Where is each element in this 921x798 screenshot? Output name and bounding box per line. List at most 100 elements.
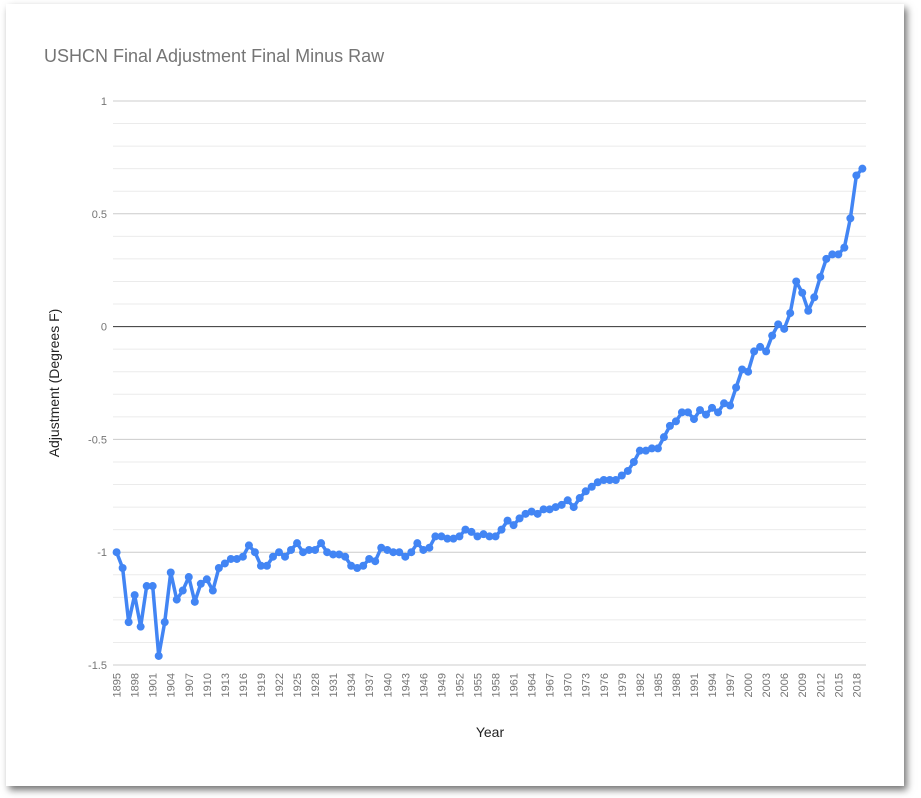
data-point [671,417,680,426]
data-point [419,545,428,554]
data-point [503,516,512,525]
x-tick-label: 1934 [346,673,358,697]
x-tick-label: 1952 [454,673,466,697]
x-tick-label: 1922 [274,673,286,697]
data-point [455,532,464,541]
x-tick-label: 2018 [851,673,863,697]
data-point [828,250,837,259]
data-point [112,548,121,557]
x-tick-label: 1937 [364,673,376,697]
data-point [575,494,584,503]
y-tick-label: 0.5 [92,209,107,221]
data-point [365,554,374,563]
x-tick-label: 1901 [148,673,160,697]
data-point [317,539,326,548]
data-point [148,582,157,591]
data-point [124,618,133,627]
data-point [359,561,368,570]
data-point [762,347,771,356]
data-point [437,532,446,541]
data-point [293,539,302,548]
data-point [708,403,717,412]
data-point [780,324,789,333]
data-point [401,552,410,561]
data-point [623,466,632,475]
data-point [768,331,777,340]
y-tick-label: -1 [97,547,107,559]
data-point [431,532,440,541]
data-point [268,552,277,561]
y-tick-label: -0.5 [88,434,107,446]
data-point [581,487,590,496]
data-point [659,433,668,442]
data-point [533,509,542,518]
data-point [196,579,205,588]
data-point [214,563,223,572]
data-point [166,568,175,577]
x-tick-label: 2003 [761,673,773,697]
x-tick-label: 2012 [815,673,827,697]
data-point [449,534,458,543]
data-point [485,532,494,541]
data-point [323,548,332,557]
x-tick-label: 1988 [671,673,683,697]
data-point [226,554,235,563]
data-point [617,471,626,480]
data-point [786,309,795,318]
data-point [611,476,620,485]
data-point [443,534,452,543]
data-point [311,545,320,554]
data-point [425,543,434,552]
x-tick-label: 1907 [184,673,196,697]
data-point [262,561,271,570]
data-point [774,320,783,329]
data-point [305,545,314,554]
data-point [287,545,296,554]
data-point [389,548,398,557]
x-tick-label: 1994 [707,673,719,697]
data-point [473,532,482,541]
x-tick-label: 1925 [292,673,304,697]
data-point [798,288,807,297]
data-point [232,554,241,563]
x-tick-label: 1940 [382,673,394,697]
x-tick-label: 1919 [256,673,268,697]
x-tick-label: 1985 [653,673,665,697]
data-point [281,552,290,561]
data-point [208,586,217,595]
data-point [726,401,735,410]
data-point [142,582,151,591]
data-point [545,505,554,514]
data-point [178,586,187,595]
data-point [395,548,404,557]
data-point [732,383,741,392]
data-point [852,171,861,180]
data-point [840,243,849,252]
x-tick-label: 1991 [689,673,701,697]
data-point [629,457,638,466]
y-tick-label: 0 [101,322,107,334]
data-point [130,591,139,600]
data-point [190,597,199,606]
data-point [335,550,344,559]
data-point [154,651,163,660]
data-point [329,550,338,559]
data-point [605,476,614,485]
data-point [515,514,524,523]
data-point [371,557,380,566]
data-point [683,408,692,417]
data-point [509,521,518,530]
data-point [274,548,283,557]
x-tick-label: 1928 [310,673,322,697]
x-tick-label: 1913 [220,673,232,697]
data-point [172,595,181,604]
data-point [563,496,572,505]
x-tick-label: 1979 [617,673,629,697]
data-point [521,509,530,518]
data-point [202,575,211,584]
x-tick-label: 1898 [130,673,142,697]
data-point [810,293,819,302]
x-tick-label: 1976 [599,673,611,697]
x-axis-title: Year [476,724,505,740]
x-tick-label: 1982 [635,673,647,697]
